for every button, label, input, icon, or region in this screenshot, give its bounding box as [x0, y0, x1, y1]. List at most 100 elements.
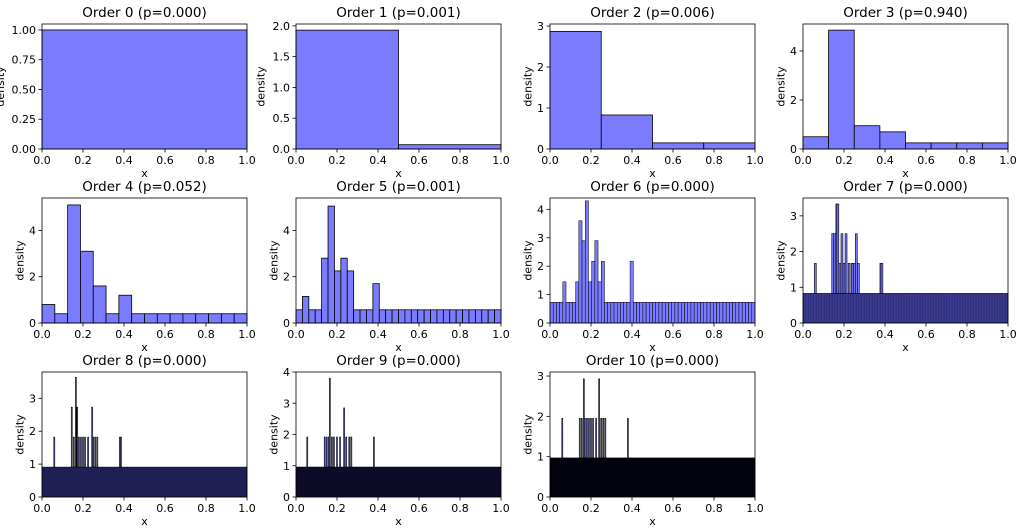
- y-tick-label: 2: [537, 260, 544, 273]
- histogram-bar-54: [722, 302, 727, 324]
- y-tick-label: 4: [790, 45, 797, 58]
- x-tick-label: 0.8: [958, 154, 976, 167]
- x-tick-label: 0.6: [664, 502, 682, 515]
- histogram-bar-22: [436, 309, 444, 324]
- histogram-bar-2: [556, 302, 560, 324]
- histogram-bar-1: [552, 302, 557, 324]
- y-axis-label: density: [255, 66, 268, 107]
- histogram-bar-42: [684, 302, 688, 324]
- histogram-bar-6: [568, 302, 573, 324]
- histogram-bar-16: [601, 261, 605, 324]
- y-tick-label: 4: [537, 203, 544, 216]
- histogram-bar-22: [620, 302, 624, 324]
- x-tick-label: 0.0: [287, 154, 305, 167]
- histogram-bar-32: [652, 302, 656, 324]
- histogram-spike-13: [857, 263, 860, 294]
- histogram-spike-15: [880, 263, 884, 294]
- x-tick-label: 0.8: [705, 328, 723, 341]
- histogram-bar-11: [182, 313, 197, 324]
- x-tick-label: 0.2: [835, 328, 853, 341]
- histogram-bar-7: [340, 257, 348, 324]
- histogram-spike-15: [120, 436, 122, 468]
- x-tick-label: 0.6: [410, 154, 428, 167]
- histogram-bar-19: [610, 302, 615, 324]
- histogram-bar-3: [703, 142, 756, 150]
- x-tick-label: 0.4: [369, 328, 387, 341]
- histogram-spike-9: [87, 436, 89, 468]
- y-tick-label: 3: [790, 210, 797, 223]
- x-tick-label: 0.0: [287, 502, 305, 515]
- histogram-bar-12: [372, 283, 380, 324]
- histogram-bar-12: [588, 281, 592, 324]
- x-tick-label: 0.0: [541, 502, 559, 515]
- x-tick-label: 0.0: [541, 328, 559, 341]
- histogram-spike-2: [325, 436, 328, 468]
- histogram-bar-24: [626, 302, 631, 324]
- histogram-bar-11: [584, 200, 589, 324]
- y-tick-label: 1.00: [12, 24, 37, 37]
- histogram-spike-4: [329, 377, 331, 468]
- x-tick-label: 0.6: [664, 328, 682, 341]
- histogram-bar-14: [594, 240, 599, 324]
- histogram-spike-6: [333, 436, 335, 468]
- histogram-bar-38: [671, 302, 676, 324]
- y-tick-label: 1: [537, 289, 544, 302]
- y-tick-label: 1: [537, 102, 544, 115]
- subplot-3: 0.0 0.2 0.4 0.6 0.8 1.0 0 2 4 Order 3 (p=0.940) x d…: [775, 5, 1017, 180]
- x-tick-label: 1.0: [492, 502, 510, 515]
- histogram-bar-18: [607, 302, 612, 324]
- x-tick-label: 0.4: [115, 154, 133, 167]
- subplot-2: 0.0 0.2 0.4 0.6 0.8 1.0 0 1 2 3 Order 2 (p=0.006) x…: [522, 5, 764, 180]
- histogram-spike-2: [580, 418, 583, 459]
- histogram-spike-14: [627, 418, 629, 459]
- histogram-bar-30: [645, 302, 650, 324]
- histogram-bar-10: [359, 309, 367, 324]
- y-tick-label: 1: [790, 281, 797, 294]
- histogram-bar-51: [713, 302, 717, 324]
- histogram-spike-11: [348, 436, 351, 468]
- histogram-bar-53: [719, 302, 724, 324]
- histogram-bar-62: [748, 302, 753, 324]
- histogram-spike-1: [831, 233, 834, 294]
- histogram-spike-4: [584, 418, 586, 459]
- histogram-bar-0: [802, 136, 830, 150]
- histogram-bar-1: [398, 144, 502, 150]
- histogram-spike-11: [600, 418, 603, 459]
- y-tick-label: 2: [283, 271, 290, 284]
- y-tick-label: 0: [790, 143, 797, 156]
- subplot-1: 0.0 0.2 0.4 0.6 0.8 1.0 0.0 0.5 1.0 1.5 2.0 Order 1…: [255, 5, 510, 180]
- y-axis-label: density: [522, 414, 535, 455]
- y-tick-label: 0: [283, 317, 290, 330]
- histogram-bar-10: [169, 313, 184, 324]
- x-tick-label: 0.4: [115, 502, 133, 515]
- histogram-spike-4: [76, 406, 79, 468]
- x-tick-label: 0.6: [156, 328, 174, 341]
- y-tick-label: 0: [790, 317, 797, 330]
- histogram-spike-5: [838, 263, 842, 294]
- subplot-4: 0.0 0.2 0.4 0.6 0.8 1.0 0 2 4 Order 4 (p=0.052) x d…: [14, 179, 256, 354]
- histogram-bar-29: [481, 309, 489, 324]
- y-axis-label: density: [14, 240, 27, 281]
- histogram-spike-9: [847, 263, 851, 294]
- x-tick-label: 0.4: [623, 502, 641, 515]
- histogram-bar-63: [751, 302, 756, 324]
- x-tick-label: 0.2: [582, 502, 600, 515]
- histogram-bar-9: [578, 220, 583, 324]
- histogram-bar-4: [321, 257, 329, 324]
- histogram-bar-13: [591, 261, 596, 324]
- histogram-bar-17: [404, 309, 412, 324]
- axes-frame: [802, 197, 1009, 324]
- x-tick-label: 1.0: [746, 328, 764, 341]
- x-axis-label: x: [902, 167, 909, 180]
- y-tick-label: 1.0: [273, 81, 291, 94]
- y-tick-label: 0: [537, 143, 544, 156]
- chart-title: Order 2 (p=0.006): [590, 5, 715, 21]
- y-tick-label: 4: [29, 224, 36, 237]
- x-axis-label: x: [141, 167, 148, 180]
- histogram-spike-10: [345, 436, 348, 468]
- histogram-spike-12: [602, 418, 605, 459]
- histogram-base-block: [549, 457, 756, 498]
- y-tick-label: 0: [29, 491, 36, 504]
- histogram-bar-14: [220, 313, 235, 324]
